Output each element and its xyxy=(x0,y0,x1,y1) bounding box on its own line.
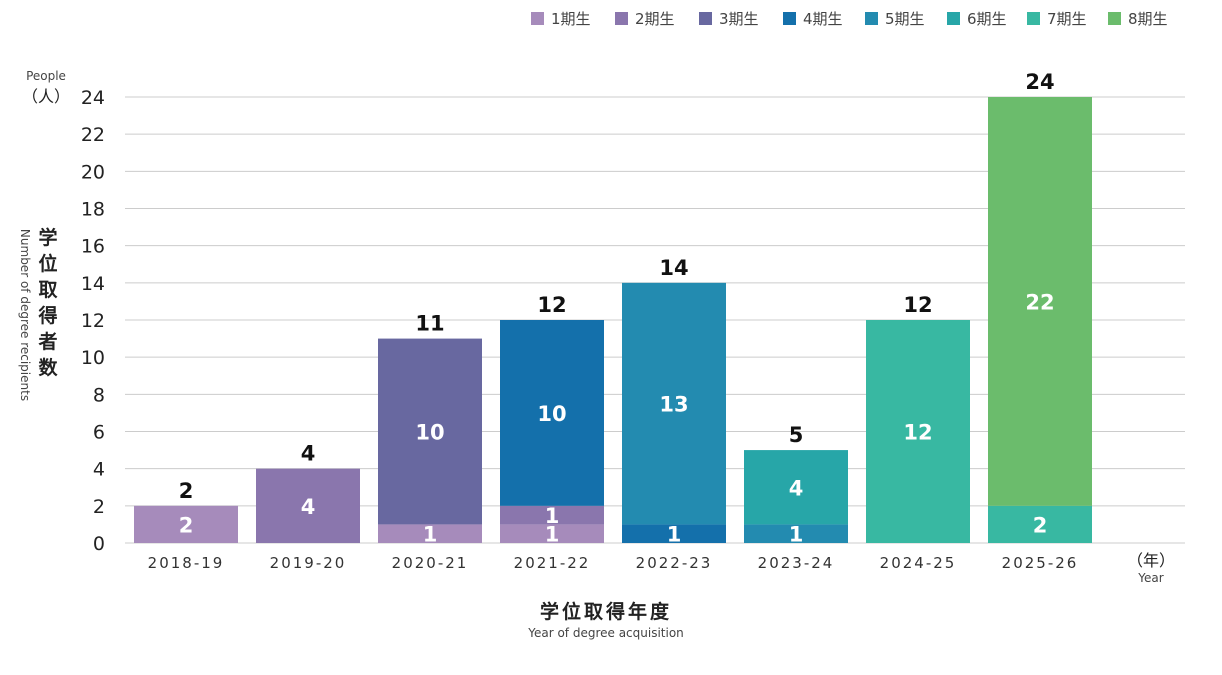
x-axis-ticks: 2018-19 2019-20 2020-21 2021-22 2022-23 2023-… xyxy=(148,554,1079,572)
total-label-2021-22: 12 xyxy=(537,293,566,317)
bar-segment-2020-21-s1 xyxy=(378,524,482,543)
bar-segment-2025-26-s8 xyxy=(988,97,1092,506)
y-tick-0: 0 xyxy=(93,533,105,555)
legend-label-3: 3期生 xyxy=(719,10,759,28)
segment-label-2025-26-s7: 2 xyxy=(1033,513,1048,537)
y-tick-6: 6 xyxy=(93,422,105,444)
x-tick-2022-23: 2022-23 xyxy=(636,554,713,572)
segment-label-2025-26-s8: 22 xyxy=(1025,290,1054,314)
legend-label-4: 4期生 xyxy=(803,10,843,28)
bar-segment-2018-19-s1 xyxy=(134,505,238,543)
x-tick-2020-21: 2020-21 xyxy=(392,554,469,572)
y-axis-title: 学位取得者数 xyxy=(37,226,58,379)
segment-label-2021-22-s4: 10 xyxy=(537,402,566,426)
y-tick-12: 12 xyxy=(81,310,105,332)
total-label-2019-20: 4 xyxy=(301,442,316,466)
y-unit: （人） xyxy=(22,87,70,106)
x-tick-2023-24: 2023-24 xyxy=(758,554,835,572)
y-axis-title-en: Number of degree recipients xyxy=(18,229,32,401)
y-tick-24: 24 xyxy=(81,87,105,109)
x-tick-2018-19: 2018-19 xyxy=(148,554,225,572)
segment-label-2023-24-s6: 4 xyxy=(789,476,804,500)
legend-swatch-2 xyxy=(615,12,628,25)
x-tick-2025-26: 2025-26 xyxy=(1002,554,1079,572)
total-label-2018-19: 2 xyxy=(179,479,194,503)
bar-segment-2023-24-s6 xyxy=(744,450,848,525)
total-label-2024-25: 12 xyxy=(903,293,932,317)
legend-label-6: 6期生 xyxy=(967,10,1007,28)
legend-swatch-4 xyxy=(783,12,796,25)
y-tick-18: 18 xyxy=(81,199,105,221)
legend-label-1: 1期生 xyxy=(551,10,591,28)
legend-swatch-7 xyxy=(1027,12,1040,25)
bar-segment-2022-23-s4 xyxy=(622,524,726,543)
bar-segment-2019-20-s2 xyxy=(256,468,360,543)
segment-label-2022-23-s5: 13 xyxy=(659,393,688,417)
legend-swatch-5 xyxy=(865,12,878,25)
total-label-2025-26: 24 xyxy=(1025,70,1054,94)
y-tick-14: 14 xyxy=(81,273,105,295)
bar-segment-2025-26-s7 xyxy=(988,505,1092,543)
legend-swatch-6 xyxy=(947,12,960,25)
x-unit-en: Year xyxy=(1137,571,1163,585)
y-tick-2: 2 xyxy=(93,496,105,518)
y-tick-16: 16 xyxy=(81,236,105,258)
segment-label-2024-25-s7: 12 xyxy=(903,421,932,445)
segment-label-2020-21-s3: 10 xyxy=(415,421,444,445)
y-tick-8: 8 xyxy=(93,384,105,406)
bar-segment-2024-25-s7 xyxy=(866,320,970,543)
total-label-2022-23: 14 xyxy=(659,256,688,280)
y-tick-4: 4 xyxy=(93,459,105,481)
x-tick-2021-22: 2021-22 xyxy=(514,554,591,572)
x-unit: （年） xyxy=(1127,551,1175,570)
legend-label-2: 2期生 xyxy=(635,10,675,28)
segment-label-2021-22-s1: 1 xyxy=(545,523,560,547)
legend-swatch-8 xyxy=(1108,12,1121,25)
y-unit-en: People xyxy=(26,69,66,83)
y-tick-20: 20 xyxy=(81,161,105,183)
bar-segment-2020-21-s3 xyxy=(378,338,482,525)
legend: 1期生 2期生 3期生 4期生 5期生 6期生 7期生 8期生 xyxy=(531,10,1168,28)
bar-segment-2021-22-s2 xyxy=(500,505,604,525)
legend-swatch-1 xyxy=(531,12,544,25)
total-label-2023-24: 5 xyxy=(789,423,804,447)
y-tick-22: 22 xyxy=(81,124,105,146)
bar-segment-2021-22-s1 xyxy=(500,524,604,543)
legend-label-7: 7期生 xyxy=(1047,10,1087,28)
segment-label-2021-22-s2: 1 xyxy=(545,504,560,528)
segment-label-2019-20-s2: 4 xyxy=(301,495,316,519)
bar-segment-2023-24-s5 xyxy=(744,524,848,543)
x-axis-title: 学位取得年度 xyxy=(540,600,672,623)
bar-segment-2021-22-s4 xyxy=(500,320,604,506)
legend-label-5: 5期生 xyxy=(885,10,925,28)
x-tick-2019-20: 2019-20 xyxy=(270,554,347,572)
x-tick-2024-25: 2024-25 xyxy=(880,554,957,572)
bar-segment-2022-23-s5 xyxy=(622,282,726,525)
legend-label-8: 8期生 xyxy=(1128,10,1168,28)
legend-swatch-3 xyxy=(699,12,712,25)
y-tick-10: 10 xyxy=(81,347,105,369)
total-label-2020-21: 11 xyxy=(415,312,444,336)
segment-label-2020-21-s1: 1 xyxy=(423,523,438,547)
segment-label-2023-24-s5: 1 xyxy=(789,523,804,547)
bars xyxy=(134,97,1092,543)
segment-label-2018-19-s1: 2 xyxy=(179,513,194,537)
segment-label-2022-23-s4: 1 xyxy=(667,523,682,547)
x-axis-title-en: Year of degree acquisition xyxy=(527,626,684,640)
